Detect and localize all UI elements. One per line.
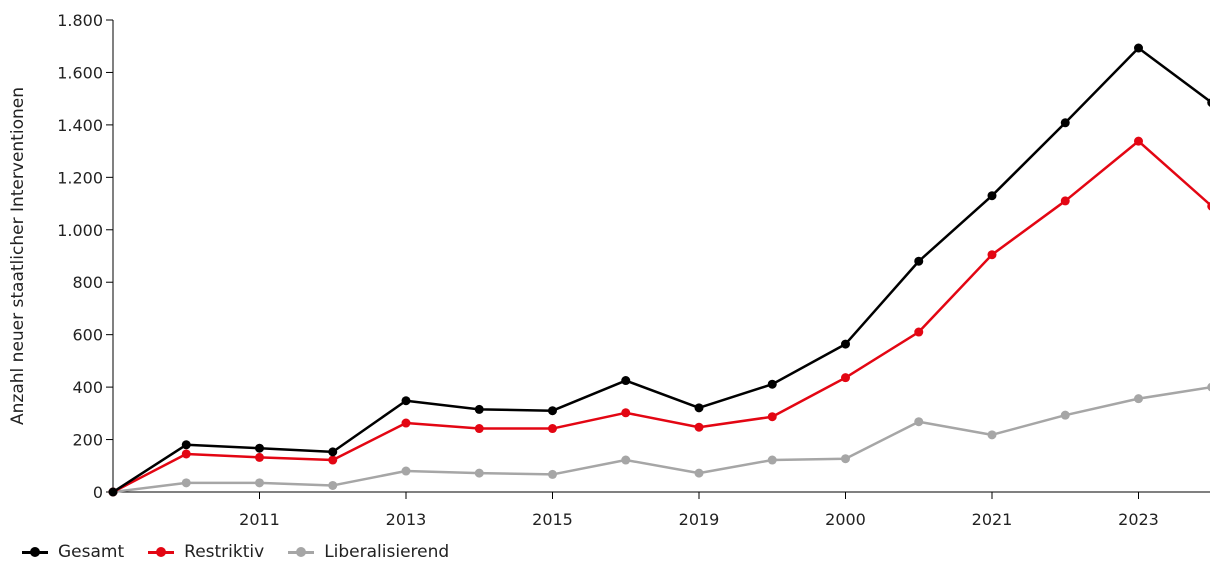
series-layer	[108, 43, 1210, 497]
x-tick-label: 2000	[825, 510, 866, 529]
y-tick-label: 800	[72, 273, 103, 292]
data-point-liberalisierend	[1207, 382, 1210, 392]
x-tick-label: 2011	[239, 510, 280, 529]
x-tick-label: 2013	[386, 510, 427, 529]
line-chart: 0 200 400 600 800 1.000 1.200 1.400 1.600 1.800 2…	[8, 11, 1210, 529]
data-point-restriktiv	[841, 373, 850, 383]
data-point-liberalisierend	[328, 480, 338, 490]
y-axis: 0 200 400 600 800 1.000 1.200 1.400 1.600 1.800	[57, 11, 114, 502]
y-tick-label: 1.600	[57, 63, 103, 82]
data-point-gesamt	[1060, 118, 1070, 128]
data-point-liberalisierend	[767, 455, 777, 465]
data-point-restriktiv	[1207, 202, 1210, 211]
data-point-gesamt	[841, 339, 850, 349]
series-line-gesamt	[112, 46, 1210, 494]
y-tick-label: 1.800	[57, 11, 103, 30]
y-tick-label: 0	[93, 483, 103, 502]
legend-swatch-gesamt	[22, 546, 48, 558]
y-axis-label: Anzahl neuer staatlicher Interventionen	[8, 87, 28, 425]
data-point-gesamt	[1134, 43, 1143, 53]
data-point-gesamt	[255, 443, 264, 453]
legend-label-liberalisierend: Liberalisierend	[324, 542, 450, 562]
series-line-liberalisierend	[112, 386, 1210, 494]
data-point-liberalisierend	[548, 469, 557, 479]
data-point-gesamt	[548, 406, 557, 416]
data-point-liberalisierend	[694, 468, 704, 478]
legend-item-liberalisierend: Liberalisierend	[288, 542, 449, 562]
data-point-restriktiv	[474, 424, 484, 434]
data-point-gesamt	[914, 256, 924, 266]
data-point-restriktiv	[694, 422, 704, 432]
data-point-liberalisierend	[1060, 410, 1070, 420]
data-point-gesamt	[181, 440, 191, 450]
data-point-restriktiv	[987, 250, 997, 260]
x-tick-label: 2021	[972, 510, 1013, 529]
series-line-restriktiv	[112, 139, 1210, 494]
series-gesamt	[108, 43, 1210, 497]
data-point-restriktiv	[621, 408, 631, 418]
x-tick-label: 2015	[532, 510, 573, 529]
y-tick-label: 400	[72, 378, 103, 397]
data-point-gesamt	[694, 403, 704, 413]
y-tick-label: 200	[72, 431, 103, 450]
data-point-gesamt	[401, 396, 411, 406]
y-tick-label: 600	[72, 326, 103, 345]
data-point-restriktiv	[328, 455, 338, 465]
legend-swatch-liberalisierend	[288, 546, 315, 558]
data-point-liberalisierend	[1134, 394, 1143, 404]
legend-label-gesamt: Gesamt	[58, 542, 125, 562]
data-point-liberalisierend	[474, 468, 484, 478]
legend-item-restriktiv: Restriktiv	[148, 542, 264, 562]
x-tick-label: 2023	[1118, 510, 1159, 529]
data-point-gesamt	[987, 191, 997, 201]
legend-swatch-restriktiv	[148, 546, 175, 558]
data-point-restriktiv	[255, 452, 264, 462]
data-point-gesamt	[328, 447, 338, 457]
series-restriktiv	[108, 136, 1210, 497]
series-liberalisierend	[108, 382, 1210, 497]
y-tick-label: 1.400	[57, 116, 103, 135]
legend-label-restriktiv: Restriktiv	[184, 542, 265, 562]
x-tick-label: 2019	[679, 510, 720, 529]
data-point-restriktiv	[914, 327, 924, 337]
x-axis: 2011 2013 2015 2019 2000 2021 2023	[113, 491, 1210, 529]
data-point-liberalisierend	[255, 478, 264, 488]
data-point-restriktiv	[1134, 136, 1143, 146]
data-point-gesamt	[621, 376, 631, 386]
data-point-liberalisierend	[987, 430, 997, 440]
data-point-liberalisierend	[621, 455, 631, 465]
data-point-gesamt	[108, 487, 118, 497]
data-point-gesamt	[1207, 98, 1210, 107]
data-point-liberalisierend	[841, 454, 850, 464]
y-tick-label: 1.200	[57, 168, 103, 187]
data-point-gesamt	[767, 379, 777, 389]
y-tick-label: 1.000	[57, 221, 103, 240]
legend: Gesamt Restriktiv Liberalisierend	[22, 541, 473, 563]
data-point-restriktiv	[181, 449, 191, 459]
data-point-liberalisierend	[914, 417, 924, 427]
data-point-liberalisierend	[181, 478, 191, 488]
data-point-restriktiv	[767, 412, 777, 422]
data-point-restriktiv	[548, 424, 557, 434]
data-point-restriktiv	[1060, 196, 1070, 206]
data-point-gesamt	[474, 404, 484, 414]
data-point-liberalisierend	[401, 466, 411, 476]
legend-item-gesamt: Gesamt	[22, 542, 124, 562]
data-point-restriktiv	[401, 418, 411, 428]
